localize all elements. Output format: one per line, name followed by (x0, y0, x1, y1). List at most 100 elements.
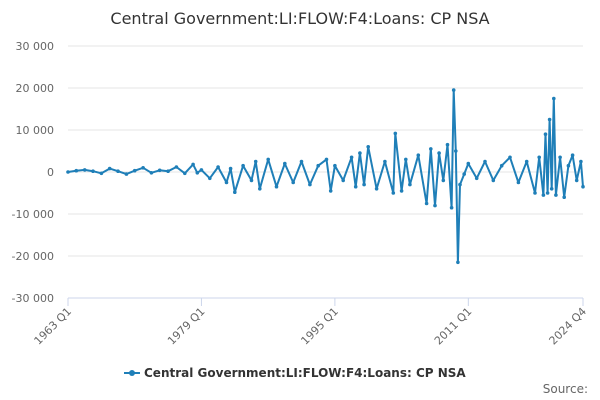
data-point[interactable] (91, 169, 95, 173)
data-point[interactable] (124, 172, 129, 176)
data-point[interactable] (183, 171, 187, 176)
data-point[interactable] (458, 182, 462, 187)
data-point[interactable] (552, 96, 556, 101)
x-tick-label: 2011 Q1 (432, 305, 475, 348)
data-point[interactable] (366, 145, 371, 149)
data-point[interactable] (358, 151, 362, 155)
data-point[interactable] (383, 159, 387, 164)
data-point[interactable] (424, 201, 429, 206)
data-point[interactable] (349, 155, 354, 160)
data-point[interactable] (82, 168, 87, 172)
data-point[interactable] (74, 168, 79, 173)
y-tick-label: 30 000 (16, 40, 55, 53)
chart-title: Central Government:LI:FLOW:F4:Loans: CP … (110, 9, 489, 28)
data-point[interactable] (224, 180, 229, 185)
data-point[interactable] (141, 166, 145, 170)
data-point[interactable] (107, 166, 112, 171)
data-point[interactable] (283, 161, 287, 166)
data-point[interactable] (474, 176, 479, 181)
y-tick-label: -30 000 (12, 292, 54, 305)
data-point[interactable] (132, 168, 137, 173)
data-point[interactable] (404, 157, 408, 162)
data-point[interactable] (537, 155, 541, 160)
data-point[interactable] (433, 203, 437, 208)
data-point[interactable] (549, 187, 554, 191)
data-point[interactable] (157, 168, 162, 173)
data-point[interactable] (441, 178, 446, 183)
data-point[interactable] (483, 159, 487, 164)
data-point[interactable] (362, 182, 366, 187)
data-point[interactable] (328, 189, 333, 193)
data-point[interactable] (399, 189, 404, 193)
data-point[interactable] (558, 155, 562, 160)
data-point[interactable] (241, 163, 245, 168)
data-point[interactable] (466, 161, 471, 166)
data-point[interactable] (462, 172, 467, 176)
y-gridlines (68, 45, 583, 299)
data-point[interactable] (543, 132, 548, 136)
data-point[interactable] (266, 157, 271, 162)
data-point[interactable] (308, 182, 312, 187)
x-tick-label: 2024 Q4 (547, 305, 590, 348)
data-point[interactable] (516, 180, 521, 185)
data-point[interactable] (228, 166, 233, 171)
data-point[interactable] (253, 159, 258, 164)
data-point[interactable] (333, 163, 337, 168)
data-point[interactable] (208, 176, 212, 181)
data-point[interactable] (437, 151, 441, 155)
data-point[interactable] (524, 159, 529, 164)
y-tick-label: 0 (47, 166, 54, 179)
data-point[interactable] (258, 187, 262, 191)
data-point[interactable] (66, 170, 70, 174)
data-point[interactable] (299, 159, 304, 164)
data-point[interactable] (216, 165, 220, 169)
data-point[interactable] (574, 178, 579, 183)
data-point[interactable] (499, 163, 504, 168)
data-point[interactable] (316, 163, 321, 168)
data-point[interactable] (324, 157, 329, 162)
data-point[interactable] (166, 169, 170, 173)
data-point[interactable] (456, 260, 460, 265)
data-point[interactable] (445, 142, 450, 147)
x-tick-label: 1979 Q1 (165, 305, 208, 348)
x-axis-ticks: 1963 Q1 1979 Q1 1995 Q1 2011 Q1 2024 Q4 (32, 298, 590, 348)
data-point[interactable] (562, 195, 566, 199)
data-point[interactable] (570, 153, 575, 157)
data-point[interactable] (429, 147, 433, 151)
data-point[interactable] (195, 171, 200, 175)
data-point[interactable] (274, 184, 279, 189)
data-point[interactable] (579, 159, 583, 164)
data-point[interactable] (99, 171, 104, 176)
data-point[interactable] (449, 205, 454, 210)
data-point[interactable] (547, 117, 552, 122)
data-point[interactable] (199, 168, 204, 172)
data-point[interactable] (233, 190, 237, 194)
data-point[interactable] (391, 191, 396, 195)
data-point[interactable] (491, 178, 496, 183)
data-point[interactable] (454, 149, 458, 153)
y-tick-label: 20 000 (16, 82, 55, 95)
data-point[interactable] (341, 178, 346, 183)
data-point[interactable] (374, 187, 379, 191)
data-point[interactable] (554, 193, 558, 197)
data-point[interactable] (191, 162, 195, 167)
source-credit: Source: (543, 382, 588, 396)
data-point[interactable] (416, 153, 421, 157)
data-point[interactable] (541, 193, 546, 197)
data-point[interactable] (116, 169, 120, 173)
data-point[interactable] (508, 155, 512, 160)
data-point[interactable] (581, 184, 585, 189)
data-point[interactable] (451, 88, 456, 92)
data-point[interactable] (174, 165, 179, 169)
data-point[interactable] (533, 191, 537, 195)
data-point[interactable] (249, 178, 254, 183)
data-point[interactable] (408, 182, 412, 187)
data-point[interactable] (566, 163, 571, 168)
data-point[interactable] (291, 180, 296, 185)
legend[interactable]: Central Government:LI:FLOW:F4:Loans: CP … (124, 366, 466, 380)
data-point[interactable] (149, 171, 154, 175)
data-point[interactable] (545, 191, 550, 195)
data-point[interactable] (353, 184, 358, 189)
data-point[interactable] (393, 131, 398, 136)
